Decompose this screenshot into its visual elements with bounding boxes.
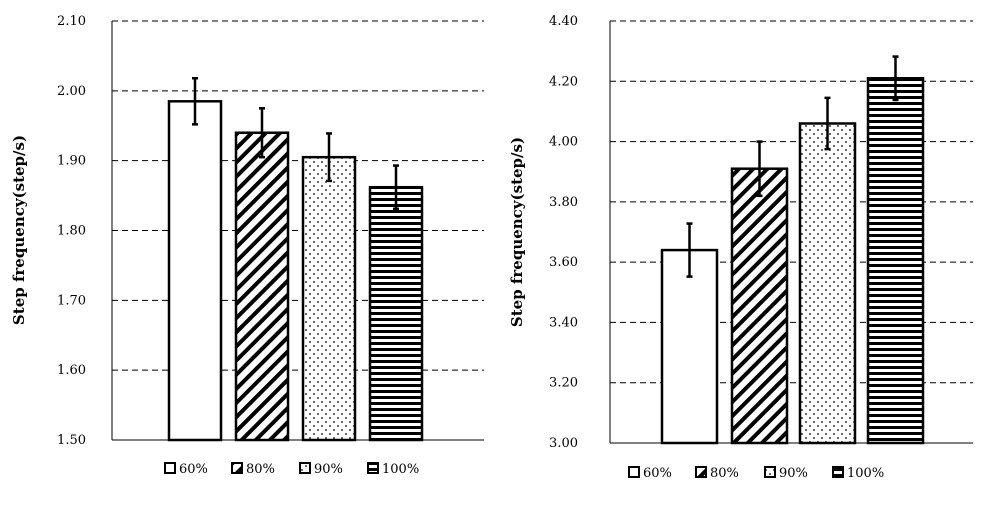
legend-swatch [367,462,379,474]
y-tick-label: 1.50 [57,433,86,448]
y-tick-label: 1.70 [57,293,86,308]
legend-label: 90% [314,462,343,477]
legend-swatch [764,466,776,478]
y-tick-label: 3.20 [549,376,578,391]
legend-label: 90% [779,466,808,481]
y-axis-label: Step frequency(step/s) [508,137,526,327]
y-tick-label: 4.40 [549,14,578,29]
legend-swatch [299,462,311,474]
y-tick-label: 4.00 [549,135,578,150]
bar-100pct [368,185,424,442]
y-tick-label: 1.80 [57,224,86,239]
bar-90pct [798,122,857,445]
right-bar-chart: 3.00 3.20 3.40 3.60 3.80 4.00 4.20 4.40 Step fre… [508,14,973,481]
y-tick-label: 3.40 [549,315,578,330]
legend-label: 60% [179,462,208,477]
legend-label: 100% [847,466,884,481]
y-tick-label: 3.60 [549,255,578,270]
y-tick-label: 2.00 [57,84,86,99]
y-tick-label: 3.80 [549,195,578,210]
legend-swatch [231,462,243,474]
y-tick-label: 2.10 [57,14,86,29]
legend-swatch [628,466,640,478]
y-tick-label: 4.20 [549,74,578,89]
legend-label: 60% [643,466,672,481]
y-axis-label: Step frequency(step/s) [10,135,28,325]
legend-swatch [832,466,844,478]
bar-60pct [167,100,223,442]
bar-80pct [730,167,789,445]
bar-80pct [234,131,290,442]
legend-swatch [164,462,176,474]
legend-swatch [695,466,707,478]
legend-label: 80% [710,466,739,481]
bar-60pct [660,248,719,445]
y-tick-label: 1.60 [57,363,86,378]
bar-100pct [866,77,925,445]
left-bar-chart: 1.50 1.60 1.70 1.80 1.90 2.00 2.10 Step frequen… [10,14,484,477]
y-tick-label: 3.00 [549,436,578,451]
legend-label: 80% [246,462,275,477]
legend-label: 100% [382,462,419,477]
bar-90pct [301,155,357,442]
y-tick-label: 1.90 [57,154,86,169]
